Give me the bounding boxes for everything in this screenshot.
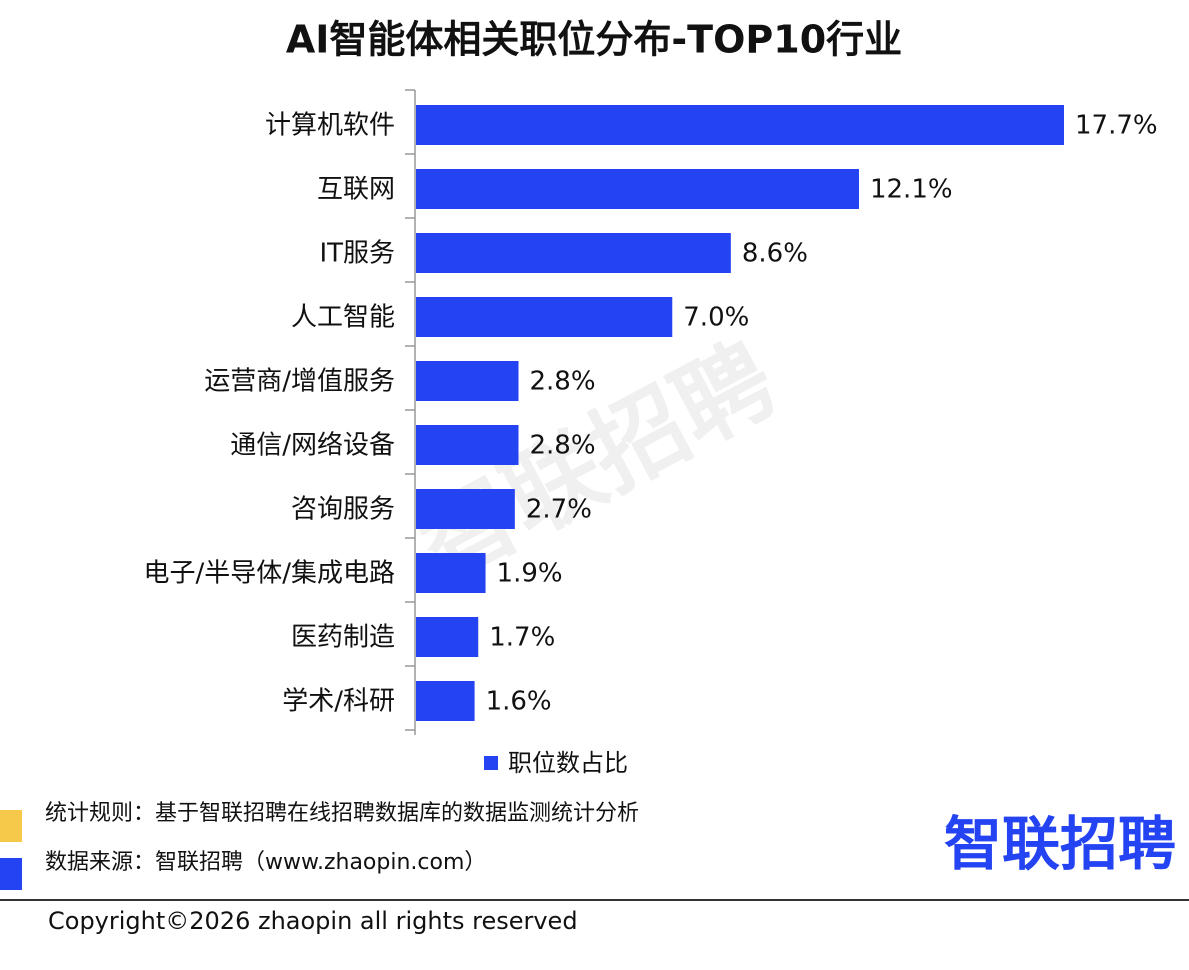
- bar: [416, 553, 486, 593]
- value-label: 17.7%: [1075, 111, 1158, 141]
- value-label: 2.8%: [530, 431, 596, 461]
- bar: [416, 169, 859, 209]
- bar: [416, 489, 515, 529]
- legend-label: 职位数占比: [508, 749, 628, 777]
- bar: [416, 297, 673, 337]
- deco-square: [0, 810, 22, 842]
- y-tick-label: 咨询服务: [291, 495, 395, 525]
- value-label: 1.7%: [489, 623, 555, 653]
- value-label: 8.6%: [742, 239, 808, 269]
- y-tick-label: 计算机软件: [265, 111, 395, 141]
- bar: [416, 425, 519, 465]
- legend-swatch: [484, 756, 498, 770]
- y-tick-label: 人工智能: [291, 303, 395, 333]
- y-tick-label: 互联网: [317, 175, 395, 205]
- footer-rule: 统计规则：基于智联招聘在线招聘数据库的数据监测统计分析: [45, 801, 639, 826]
- y-tick-label: 电子/半导体/集成电路: [143, 559, 395, 589]
- y-tick-label: IT服务: [319, 239, 395, 269]
- bar: [416, 105, 1064, 145]
- value-label: 1.9%: [497, 559, 563, 589]
- deco-square: [0, 858, 22, 890]
- y-tick-label: 医药制造: [291, 623, 395, 653]
- y-tick-label: 运营商/增值服务: [204, 367, 395, 397]
- value-label: 1.6%: [486, 687, 552, 717]
- bar: [416, 681, 475, 721]
- chart-title: AI智能体相关职位分布-TOP10行业: [286, 18, 902, 62]
- value-label: 12.1%: [870, 175, 953, 205]
- bar: [416, 233, 731, 273]
- y-tick-label: 通信/网络设备: [230, 431, 395, 461]
- value-label: 7.0%: [683, 303, 749, 333]
- bar: [416, 361, 519, 401]
- value-label: 2.8%: [530, 367, 596, 397]
- footer-source: 数据来源：智联招聘（www.zhaopin.com）: [45, 850, 486, 875]
- copyright: Copyright©2026 zhaopin all rights reserv…: [48, 907, 578, 935]
- y-tick-label: 学术/科研: [282, 687, 395, 717]
- value-label: 2.7%: [526, 495, 592, 525]
- logo: 智联招聘: [944, 810, 1176, 878]
- bar: [416, 617, 479, 657]
